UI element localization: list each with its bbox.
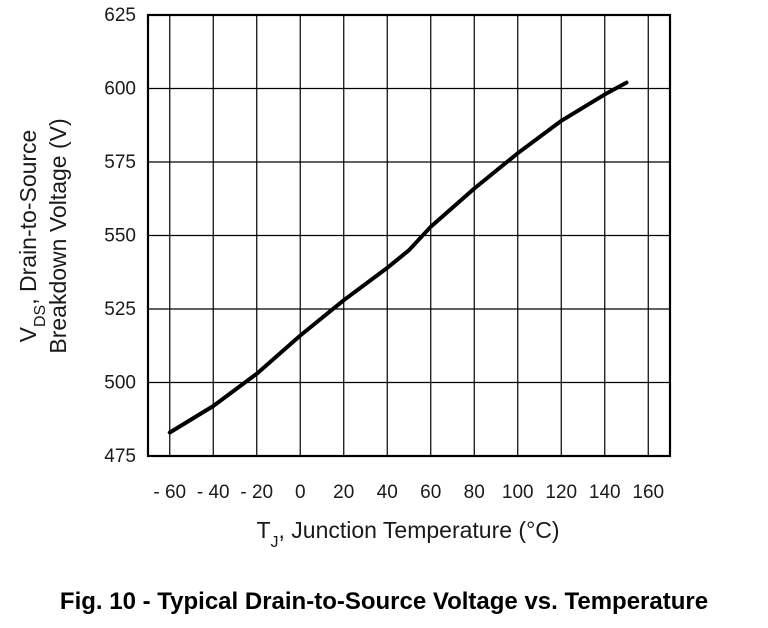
x-tick-label: 0: [295, 482, 306, 503]
x-tick-label: 140: [589, 482, 621, 503]
x-tick-label: - 40: [197, 482, 230, 503]
x-tick-label: 60: [420, 482, 441, 503]
x-axis-label: TJ, Junction Temperature (°C): [256, 517, 559, 551]
y-tick-label: 625: [104, 5, 136, 26]
x-tick-label: 80: [464, 482, 485, 503]
x-tick-label: 120: [545, 482, 577, 503]
figure-caption: Fig. 10 - Typical Drain-to-Source Voltag…: [59, 588, 709, 615]
y-tick-label: 600: [104, 79, 136, 100]
plot-frame: [146, 13, 672, 458]
x-tick-label: 160: [632, 482, 664, 503]
y-tick-label: 575: [104, 152, 136, 173]
x-tick-label: - 60: [153, 482, 186, 503]
grid: [146, 13, 672, 458]
series-layer: [167, 80, 629, 435]
x-tick-label: 100: [502, 482, 534, 503]
y-axis-label-line1: VDS, Drain-to-Source: [15, 130, 49, 343]
x-tick-label: 20: [333, 482, 354, 503]
y-tick-label: 475: [104, 446, 136, 467]
y-axis-label-line2: Breakdown Voltage (V): [45, 118, 71, 353]
x-tick-label: - 20: [240, 482, 273, 503]
y-tick-label: 500: [104, 373, 136, 394]
y-tick-label: 550: [104, 226, 136, 247]
x-tick-label: 40: [377, 482, 398, 503]
series-line: [167, 80, 629, 435]
y-axis-ticks: 475 500 525 550 575 600 625: [104, 5, 136, 467]
x-axis-ticks: - 60 - 40 - 20 0 20 40 60 80 100 120 140 160: [153, 482, 664, 503]
y-tick-label: 525: [104, 299, 136, 320]
